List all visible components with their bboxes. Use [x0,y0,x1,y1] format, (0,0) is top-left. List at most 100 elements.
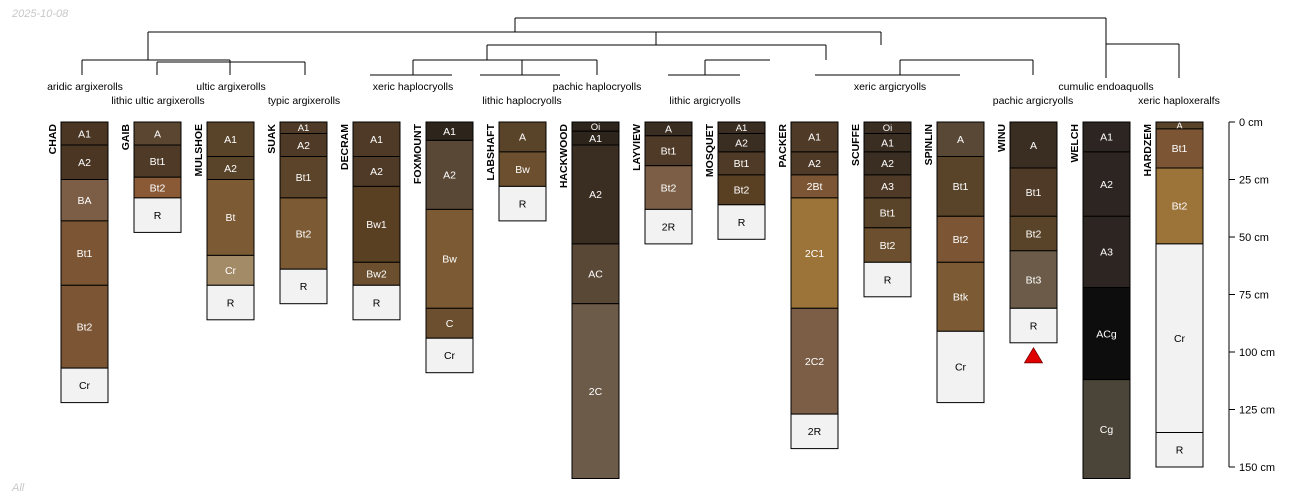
horizon-label: A1 [736,123,748,134]
horizon-rect [1009,307,1058,344]
profile-name: SCUFFE [850,124,862,166]
dendrogram [81,17,1180,78]
horizon-label: A [1030,140,1037,152]
profile-name: PACKER [777,124,789,168]
horizon-label: A1 [78,128,91,140]
horizon-label: R [519,198,527,210]
horizon-label: A1 [370,134,383,146]
horizon-label: Bt2 [734,185,750,197]
profile-layview: A Bt1 Bt2 2R LAYVIEW [631,121,693,245]
profile-packer: A1 A2 2Bt 2C1 2C2 2R PACKER [777,121,839,450]
horizon-rect [425,208,474,309]
profile-suak: A1 A2 Bt1 Bt2 R SUAK [266,121,328,305]
horizon-rect [571,243,620,305]
horizon-label: Bt2 [1172,201,1188,213]
taxon-label: lithic haplocryolls [482,95,561,107]
taxon-label: xeric argicryolls [854,81,926,93]
horizon-label: Btk [953,292,969,304]
horizon-rect [133,197,182,233]
horizon-label: Bt2 [1026,228,1042,240]
profile-spinlin: A Bt1 Bt2 Btk Cr SPINLIN [923,121,985,404]
horizon-label: Cr [955,362,967,374]
horizon-label: A2 [443,170,456,182]
horizon-label: A [665,124,672,136]
horizon-label: A [957,134,964,146]
horizon-rect [1082,379,1131,480]
horizon-rect [936,330,985,404]
horizon-label: Oi [591,122,601,133]
horizon-rect [60,284,109,369]
horizon-label: A3 [881,181,894,193]
horizon-rect [571,303,620,480]
horizon-label: Bt1 [661,146,677,158]
horizon-rect [790,413,839,450]
profile-mosquet: A1 A2 Bt1 Bt2 R MOSQUET [704,121,766,240]
profile-scuffe: Oi A1 A2 A3 Bt1 Bt2 R SCUFFE [850,121,912,298]
profile-name: WELCH [1069,124,1081,163]
horizon-label: Bt1 [150,156,166,168]
horizon-rect [206,179,255,256]
horizon-rect [60,367,109,404]
axis-tick-label: 100 cm [1239,347,1275,359]
horizon-label: Bw [442,254,457,266]
horizon-label: A [1176,121,1183,132]
horizon-rect [1155,128,1204,169]
axis-tick-label: 75 cm [1239,290,1269,302]
taxon-label: lithic ultic argixerolls [111,95,204,107]
horizon-label: Bt2 [77,321,93,333]
horizon-label: 2R [662,221,676,233]
profile-winu: A Bt1 Bt2 Bt3 R WINU [996,121,1058,364]
bottom-marker [1023,347,1044,364]
horizon-label: R [884,274,892,286]
horizon-label: A1 [298,123,310,134]
profile-name: LAYVIEW [631,124,643,171]
horizon-rect [644,208,693,245]
horizon-label: A1 [881,137,894,149]
horizon-label: A2 [808,158,821,170]
taxon-label: cumulic endoaquolls [1058,81,1153,93]
horizon-label: 2C1 [805,248,824,260]
horizon-label: A1 [808,132,821,144]
horizon-rect [936,121,985,157]
horizon-rect [133,144,182,178]
horizon-label: Bt1 [1026,187,1042,199]
taxon-label: typic argixerolls [268,95,340,107]
horizon-rect [352,284,401,321]
horizon-label: Bt1 [880,208,896,220]
horizon-rect [936,156,985,217]
horizon-label: Bw [515,164,530,176]
profile-name: WINU [996,124,1008,152]
profile-name: FOXMOUNT [412,123,424,184]
horizon-label: Bt2 [661,182,677,194]
horizon-label: R [738,217,746,229]
profile-name: SUAK [266,124,278,154]
horizon-rect [60,220,109,286]
horizon-label: A2 [224,163,237,175]
horizon-rect [644,165,693,210]
horizon-label: Bt2 [953,234,969,246]
horizon-rect [352,185,401,263]
horizon-label: A2 [1100,179,1113,191]
horizon-label: A1 [1100,132,1113,144]
horizon-label: A2 [881,158,894,170]
taxon-label: pachic argicryolls [993,95,1074,107]
profile-name: MULSHOE [193,124,205,177]
horizon-label: A2 [78,157,91,169]
horizon-label: A2 [589,189,602,201]
horizon-label: 2Bt [807,181,823,193]
horizon-rect [717,204,766,240]
footer-label: All [12,482,25,494]
horizon-label: A1 [443,126,456,138]
horizon-rect [936,215,985,263]
horizon-label: Bt3 [1026,274,1042,286]
horizon-rect [1009,167,1058,217]
horizon-label: R [300,281,308,293]
taxon-label: aridic argixerolls [47,81,123,93]
axis-tick-label: 25 cm [1239,175,1269,187]
horizon-label: Cr [79,380,91,392]
horizon-label: Bt [226,212,236,224]
horizon-rect [790,197,839,309]
horizon-label: Bt2 [880,240,896,252]
